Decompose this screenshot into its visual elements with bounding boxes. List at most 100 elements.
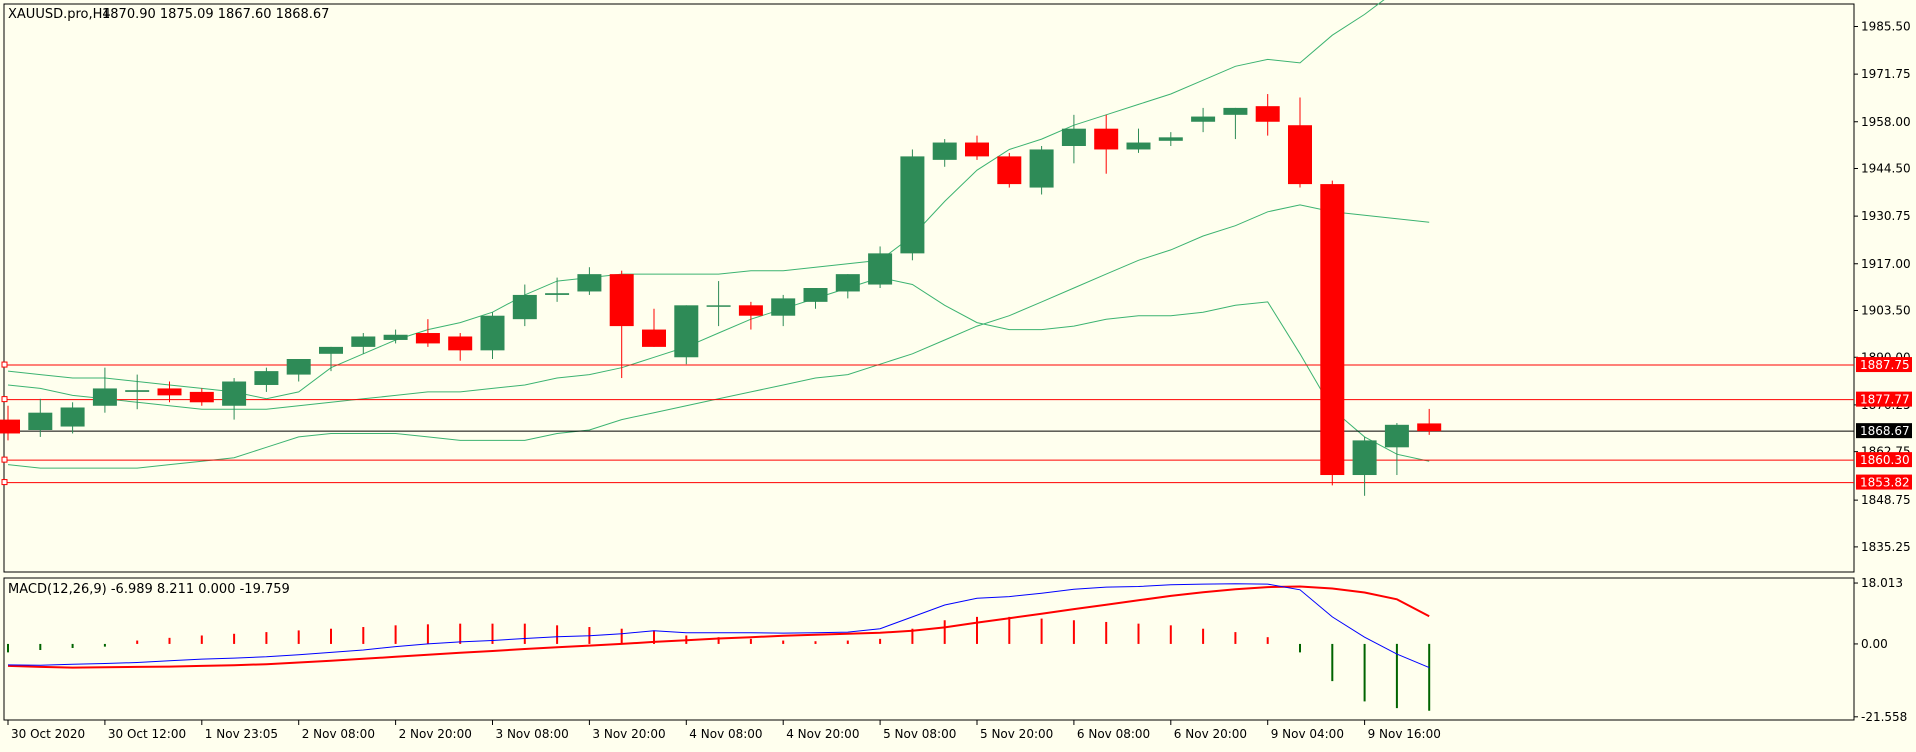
macd-axis: 18.013 0.00 -21.558: [1854, 576, 1907, 724]
candle: [803, 288, 828, 309]
candle: [1223, 107, 1248, 140]
candle-body: [480, 315, 505, 351]
candle-body: [1417, 423, 1442, 432]
macd-main-line: [7, 583, 1430, 669]
time-tick-label: 1 Nov 23:05: [205, 727, 278, 741]
level-price-tag[interactable]: [1856, 391, 1912, 407]
candle-body: [222, 381, 247, 406]
candle: [254, 367, 279, 392]
candle-body: [383, 334, 408, 340]
candle: [706, 281, 731, 327]
candle: [1094, 114, 1119, 174]
macd-tick-label: 18.013: [1861, 576, 1903, 590]
price-tick-label: 1835.25: [1861, 540, 1911, 554]
candle: [545, 277, 570, 302]
price-pane[interactable]: XAUUSD.pro,H4 1870.90 1875.09 1867.60 18…: [0, 0, 1855, 573]
price-tick-label: 1985.50: [1861, 20, 1911, 34]
time-tick-label: 2 Nov 20:00: [399, 727, 472, 741]
bollinger-upper-line: [7, 0, 1385, 400]
candle-body: [1061, 128, 1086, 146]
candle-body: [1029, 149, 1054, 188]
macd-tick-label: 0.00: [1861, 637, 1888, 651]
time-tick-label: 2 Nov 08:00: [302, 727, 375, 741]
level-anchor-handle[interactable]: [1, 456, 8, 463]
level-price-tag[interactable]: [1856, 357, 1912, 373]
candle-body: [0, 419, 20, 434]
candle: [674, 305, 699, 365]
macd-histogram: [7, 616, 1431, 711]
candle-body: [1191, 116, 1216, 122]
price-axis[interactable]: 1985.50 1971.75 1958.00 1944.50 1930.75 1917.…: [1854, 20, 1912, 554]
candle-body: [60, 407, 85, 427]
candle-body: [997, 156, 1022, 185]
candle: [965, 135, 989, 160]
candle-body: [189, 391, 214, 403]
level-price-tag[interactable]: [1856, 452, 1912, 468]
candle: [1255, 94, 1280, 136]
level-price-tag[interactable]: [1856, 474, 1912, 490]
price-tick-label: 1971.75: [1861, 67, 1911, 81]
level-price-tag-label: 1860.30: [1860, 453, 1910, 467]
time-tick-label: 30 Oct 12:00: [108, 727, 186, 741]
symbol-label: XAUUSD.pro,H4: [8, 7, 111, 22]
time-tick-label: 9 Nov 04:00: [1271, 727, 1344, 741]
time-tick-label: 3 Nov 08:00: [496, 727, 569, 741]
candle-body: [868, 253, 893, 285]
candle: [1352, 436, 1377, 496]
bollinger-middle-line: [7, 204, 1430, 469]
candle: [448, 333, 473, 361]
candle: [415, 319, 440, 347]
candle: [286, 359, 311, 382]
candle: [125, 374, 150, 410]
candle: [1320, 180, 1345, 486]
candle: [157, 381, 182, 403]
level-anchor-handle[interactable]: [1, 361, 8, 368]
candle-body: [674, 305, 699, 358]
current-price-tag: [1856, 423, 1912, 439]
level-anchor-handle[interactable]: [1, 479, 8, 486]
time-tick-label: 6 Nov 08:00: [1077, 727, 1150, 741]
candle: [60, 402, 85, 434]
candle-body: [609, 274, 634, 327]
candle: [480, 312, 505, 359]
candle: [997, 152, 1022, 188]
candle: [577, 267, 602, 295]
candle: [868, 246, 893, 288]
candle-body: [1288, 125, 1312, 185]
candle: [900, 149, 925, 261]
horizontal-levels[interactable]: [1, 361, 1854, 486]
candles: [0, 94, 1442, 496]
candle: [609, 270, 634, 379]
candle-body: [1158, 137, 1183, 141]
time-axis[interactable]: 30 Oct 2020 30 Oct 12:00 1 Nov 23:05 2 Nov …: [7, 720, 1441, 741]
candle-body: [157, 388, 182, 396]
bollinger-lower-line: [7, 277, 1430, 462]
time-tick-label: 4 Nov 08:00: [689, 727, 762, 741]
candle-body: [1255, 106, 1280, 122]
candle: [383, 329, 408, 344]
level-price-tag-label: 1887.75: [1860, 358, 1910, 372]
candle: [28, 398, 53, 437]
candle-body: [803, 288, 828, 302]
candle: [932, 139, 957, 167]
candle: [1417, 408, 1442, 435]
macd-pane-frame: [3, 577, 1855, 721]
candle: [512, 284, 537, 327]
level-anchor-handle[interactable]: [1, 396, 8, 403]
candle-body: [351, 336, 376, 347]
price-tick-label: 1848.75: [1861, 493, 1911, 507]
ohlc-readout: 1870.90 1875.09 1867.60 1868.67: [102, 7, 329, 22]
candle-body: [965, 142, 989, 157]
candle-body: [706, 305, 731, 307]
candle: [92, 367, 117, 413]
candle: [835, 274, 860, 299]
macd-pane[interactable]: MACD(12,26,9) -6.989 8.211 0.000 -19.759: [3, 577, 1855, 721]
candle-body: [738, 305, 763, 316]
time-tick-label: 3 Nov 20:00: [592, 727, 665, 741]
candle: [738, 301, 763, 330]
candle: [1061, 114, 1086, 164]
candle-body: [28, 412, 53, 430]
candle: [1126, 128, 1151, 153]
